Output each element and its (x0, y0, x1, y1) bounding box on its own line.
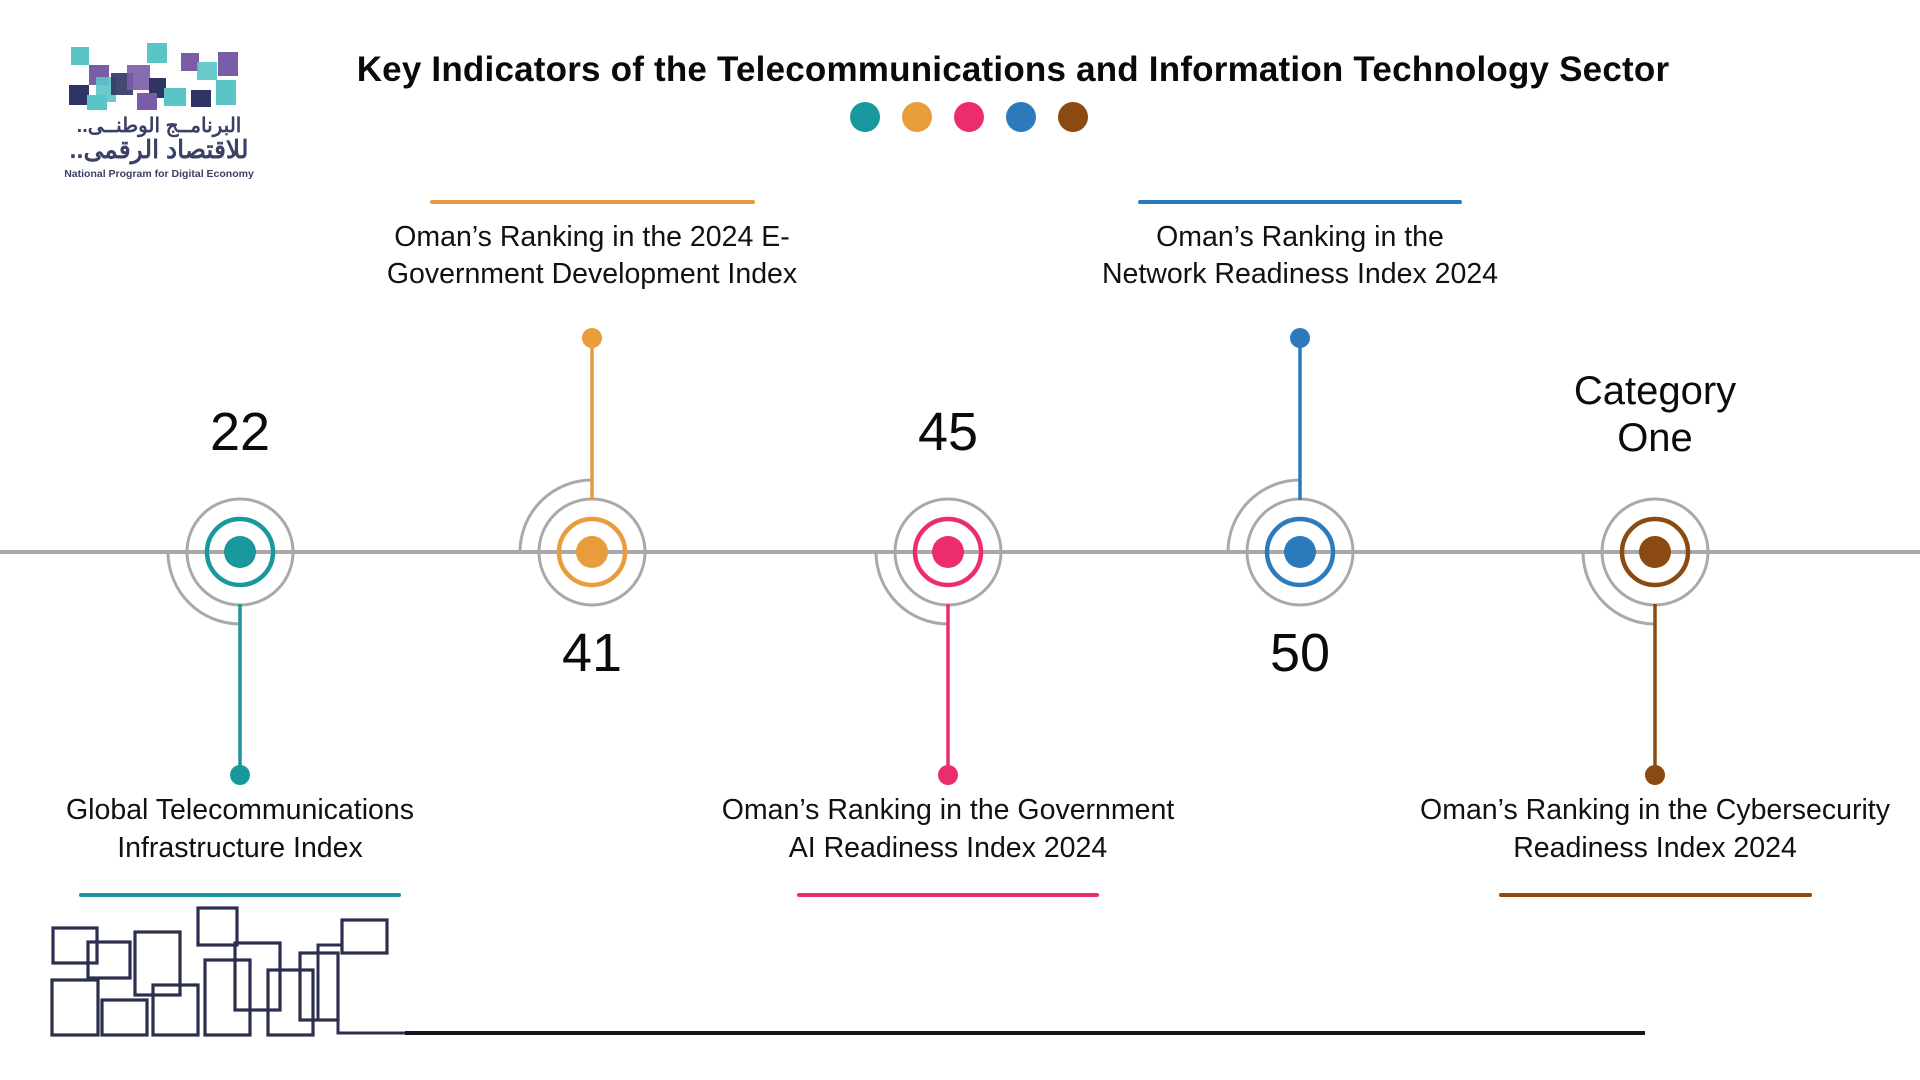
milestone-value: 41 (561, 623, 623, 683)
legend-dot-icon (1058, 102, 1088, 132)
milestone-label-block: Oman’s Ranking in the Network Readiness … (1020, 200, 1580, 294)
milestone-label: Oman’s Ranking in the 2024 E- Government… (386, 220, 798, 291)
page-title: Key Indicators of the Telecommunications… (356, 50, 1670, 89)
legend-dot-icon (954, 102, 984, 132)
milestone-node-graphic (1226, 328, 1355, 607)
center-dot-icon (576, 536, 608, 568)
quarter-arc-icon (518, 478, 593, 553)
milestone-value: 22 (209, 402, 271, 462)
logo-arabic-line2: للاقتصاد الرقمى.. (69, 136, 249, 164)
milestone-3: 45 Oman’s Ranking in the Government AI R… (668, 0, 1228, 1080)
terminal-dot-icon (230, 765, 250, 785)
milestone-value: Category One (1573, 369, 1737, 461)
milestone-label-block: Global Telecommunications Infrastructure… (0, 792, 520, 897)
center-dot-icon (224, 536, 256, 568)
center-dot-icon (932, 536, 964, 568)
accent-ring-icon (912, 516, 984, 588)
milestone-label: Oman’s Ranking in the Network Readiness … (1101, 220, 1499, 291)
legend-dots (850, 102, 1088, 132)
quarter-arc-icon (874, 551, 949, 626)
milestone-1: 22 Global Telecommunications Infrastruct… (0, 0, 520, 1080)
milestone-label: Global Telecommunications Infrastructure… (66, 794, 414, 864)
terminal-dot-icon (1290, 328, 1310, 348)
milestone-label-block: Oman’s Ranking in the Government AI Read… (668, 792, 1228, 897)
accent-ring-icon (1619, 516, 1691, 588)
label-accent-line (429, 200, 755, 204)
label-accent-line (79, 893, 401, 897)
label-accent-line (797, 893, 1099, 897)
quarter-arc-icon (1226, 478, 1301, 553)
accent-ring-icon (556, 516, 628, 588)
milestone-label-block: Oman’s Ranking in the Cybersecurity Read… (1375, 792, 1920, 897)
milestone-5: Category One Oman’s Ranking in the Cyber… (1375, 0, 1920, 1080)
milestone-value: 45 (917, 402, 979, 462)
quarter-arc-icon (1581, 551, 1656, 626)
quarter-arc-icon (166, 551, 241, 626)
label-accent-line (1138, 200, 1462, 204)
legend-dot-icon (850, 102, 880, 132)
terminal-dot-icon (582, 328, 602, 348)
decorative-squares-icon (50, 906, 412, 1037)
center-dot-icon (1639, 536, 1671, 568)
milestone-label: Oman’s Ranking in the Government AI Read… (721, 794, 1175, 864)
accent-ring-icon (1264, 516, 1336, 588)
terminal-dot-icon (1645, 765, 1665, 785)
milestone-2: 41 Oman’s Ranking in the 2024 E- Governm… (312, 0, 872, 1080)
label-accent-line (1498, 893, 1812, 897)
milestone-node-graphic (1581, 497, 1710, 785)
logo: البرنامــج الوطنــى.. للاقتصاد الرقمى.. … (52, 33, 266, 180)
legend-dot-icon (902, 102, 932, 132)
milestone-node-graphic (518, 328, 647, 607)
accent-ring-icon (204, 516, 276, 588)
milestone-value: 50 (1269, 623, 1331, 683)
terminal-dot-icon (938, 765, 958, 785)
center-dot-icon (1284, 536, 1316, 568)
bottom-base-line (405, 1031, 1645, 1035)
logo-tagline: National Program for Digital Economy (64, 167, 254, 180)
milestone-label: Oman’s Ranking in the Cybersecurity Read… (1420, 794, 1890, 864)
logo-mosaic-icon (69, 43, 238, 110)
logo-arabic-line1: البرنامــج الوطنــى.. (76, 115, 242, 137)
milestone-label-block: Oman’s Ranking in the 2024 E- Government… (312, 200, 872, 294)
milestone-node-graphic (166, 497, 295, 785)
milestone-4: 50 Oman’s Ranking in the Network Readine… (1020, 0, 1580, 1080)
legend-dot-icon (1006, 102, 1036, 132)
milestone-node-graphic (874, 497, 1003, 785)
